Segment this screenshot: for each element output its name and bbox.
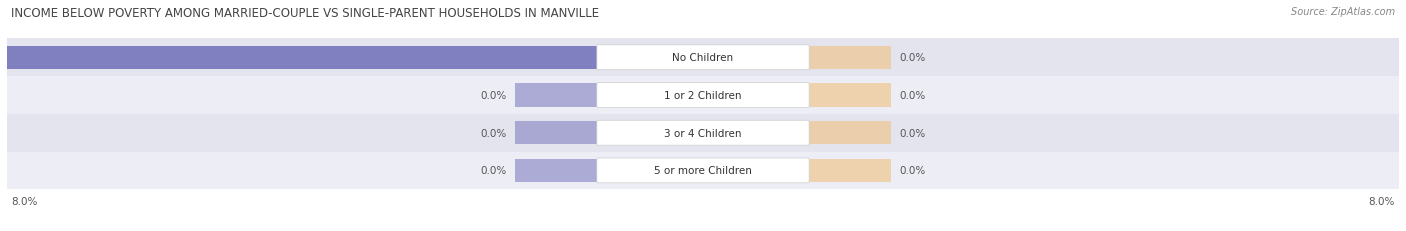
FancyBboxPatch shape	[598, 83, 808, 108]
Bar	[515, 84, 599, 107]
Text: 8.0%: 8.0%	[11, 196, 38, 206]
Text: 0.0%: 0.0%	[479, 128, 506, 138]
Text: 0.0%: 0.0%	[900, 53, 927, 63]
Text: 1 or 2 Children: 1 or 2 Children	[664, 91, 742, 100]
Text: Source: ZipAtlas.com: Source: ZipAtlas.com	[1291, 7, 1395, 17]
Bar	[7, 152, 1399, 189]
Text: 0.0%: 0.0%	[900, 166, 927, 176]
Text: No Children: No Children	[672, 53, 734, 63]
Text: 0.0%: 0.0%	[479, 166, 506, 176]
Bar	[807, 46, 891, 70]
Bar	[515, 122, 599, 145]
Bar	[7, 77, 1399, 114]
Bar	[807, 122, 891, 145]
Bar	[807, 159, 891, 182]
Bar	[7, 39, 1399, 77]
Bar	[0, 46, 599, 70]
Bar	[7, 114, 1399, 152]
Text: 3 or 4 Children: 3 or 4 Children	[664, 128, 742, 138]
Bar	[515, 159, 599, 182]
FancyBboxPatch shape	[598, 46, 808, 70]
Text: 0.0%: 0.0%	[900, 128, 927, 138]
FancyBboxPatch shape	[598, 158, 808, 183]
Text: 5 or more Children: 5 or more Children	[654, 166, 752, 176]
Text: 8.0%: 8.0%	[1368, 196, 1395, 206]
FancyBboxPatch shape	[598, 121, 808, 146]
Bar	[807, 84, 891, 107]
Text: 0.0%: 0.0%	[479, 91, 506, 100]
Text: 0.0%: 0.0%	[900, 91, 927, 100]
Text: INCOME BELOW POVERTY AMONG MARRIED-COUPLE VS SINGLE-PARENT HOUSEHOLDS IN MANVILL: INCOME BELOW POVERTY AMONG MARRIED-COUPL…	[11, 7, 599, 20]
